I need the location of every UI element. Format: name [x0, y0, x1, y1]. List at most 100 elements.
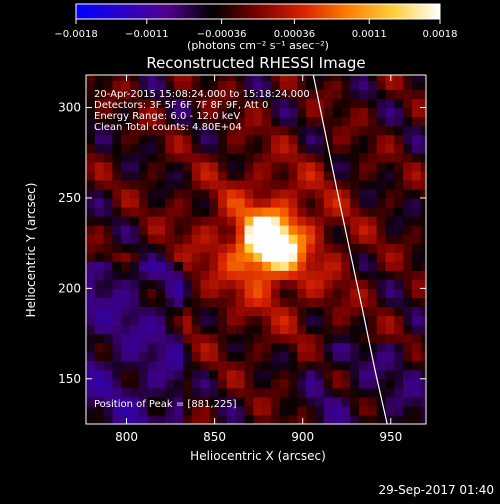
heatmap-cell: [191, 125, 202, 136]
heatmap-cell: [86, 170, 96, 181]
heatmap-cell: [182, 197, 193, 208]
heatmap-cell: [411, 152, 422, 163]
heatmap-cell: [315, 387, 325, 398]
heatmap-cell: [279, 378, 290, 389]
heatmap-cell: [156, 207, 166, 217]
heatmap-cell: [191, 378, 202, 389]
heatmap-cell: [103, 306, 114, 317]
heatmap-cell: [385, 252, 395, 262]
heatmap-cell: [359, 351, 369, 362]
heatmap-cell: [306, 360, 316, 371]
heatmap-cell: [138, 315, 149, 326]
heatmap-cell: [103, 216, 114, 226]
heatmap-cell: [359, 143, 369, 154]
heatmap-cell: [315, 225, 325, 235]
heatmap-cell: [112, 125, 122, 136]
heatmap-cell: [288, 396, 298, 407]
heatmap-cell: [306, 243, 316, 253]
heatmap-cell: [332, 378, 343, 389]
heatmap-cell: [315, 188, 325, 199]
heatmap-cell: [376, 270, 387, 280]
heatmap-cell: [315, 207, 325, 217]
heatmap-cell: [394, 360, 404, 371]
heatmap-cell: [103, 116, 114, 127]
heatmap-cell: [403, 261, 413, 271]
heatmap-cell: [218, 369, 228, 380]
heatmap-cell: [332, 225, 343, 235]
heatmap-cell: [165, 306, 175, 317]
heatmap-cell: [147, 333, 158, 344]
heatmap-cell: [376, 306, 387, 317]
heatmap-cell: [306, 270, 316, 280]
heatmap-cell: [359, 170, 369, 181]
heatmap-cell: [94, 188, 105, 199]
heatmap-cell: [200, 80, 210, 91]
heatmap-cell: [226, 152, 237, 163]
heatmap-cell: [270, 152, 281, 163]
heatmap-cell: [385, 405, 395, 416]
heatmap-cell: [244, 116, 254, 127]
heatmap-cell: [253, 234, 263, 244]
heatmap-cell: [182, 143, 193, 154]
heatmap-cell: [86, 288, 96, 299]
heatmap-cell: [323, 152, 334, 163]
heatmap-cell: [200, 225, 210, 235]
heatmap-cell: [191, 207, 202, 217]
heatmap-cell: [209, 152, 219, 163]
heatmap-cell: [182, 324, 193, 335]
heatmap-cell: [297, 396, 307, 407]
heatmap-cell: [174, 297, 184, 308]
heatmap-cell: [306, 351, 316, 362]
heatmap-cell: [138, 261, 149, 271]
heatmap-cell: [323, 252, 334, 262]
heatmap-cell: [191, 152, 202, 163]
heatmap-cell: [244, 216, 254, 226]
heatmap-cell: [315, 261, 325, 271]
heatmap-cell: [253, 188, 263, 199]
heatmap-cell: [341, 98, 351, 109]
heatmap-cell: [191, 306, 202, 317]
heatmap-cell: [350, 405, 360, 416]
heatmap-cell: [279, 207, 290, 217]
heatmap-cell: [403, 125, 413, 136]
heatmap-cell: [332, 207, 343, 217]
heatmap-cell: [121, 197, 131, 208]
heatmap-cell: [288, 107, 298, 118]
heatmap-cell: [182, 270, 193, 280]
heatmap-cell: [341, 107, 351, 118]
heatmap-cell: [182, 360, 193, 371]
x-axis-label: Heliocentric X (arcsec): [190, 449, 326, 463]
heatmap-cell: [270, 116, 281, 127]
heatmap-cell: [297, 351, 307, 362]
heatmap-cell: [411, 80, 422, 91]
heatmap-cell: [323, 405, 334, 416]
heatmap-cell: [341, 216, 351, 226]
annotation-clean-counts: Clean Total counts: 4.80E+04: [94, 122, 242, 133]
heatmap-cell: [138, 405, 149, 416]
heatmap-cell: [86, 342, 96, 353]
heatmap-cell: [112, 315, 122, 326]
heatmap-cell: [359, 116, 369, 127]
heatmap-cell: [411, 207, 422, 217]
heatmap-cell: [86, 279, 96, 289]
heatmap-cell: [306, 225, 316, 235]
heatmap-cell: [200, 270, 210, 280]
heatmap-cell: [174, 98, 184, 109]
heatmap-cell: [209, 197, 219, 208]
heatmap-cell: [200, 243, 210, 253]
heatmap-cell: [350, 234, 360, 244]
heatmap-cell: [130, 315, 140, 326]
heatmap-cell: [209, 315, 219, 326]
heatmap-cell: [112, 207, 122, 217]
heatmap-cell: [209, 98, 219, 109]
heatmap-cell: [121, 288, 131, 299]
heatmap-cell: [156, 152, 166, 163]
heatmap-cell: [165, 225, 175, 235]
heatmap-cell: [138, 75, 149, 82]
heatmap-cell: [385, 351, 395, 362]
heatmap-cell: [94, 125, 105, 136]
heatmap-cell: [288, 152, 298, 163]
heatmap-cell: [332, 333, 343, 344]
solar-limb-curve: [312, 75, 388, 424]
heatmap-cell: [270, 170, 281, 181]
